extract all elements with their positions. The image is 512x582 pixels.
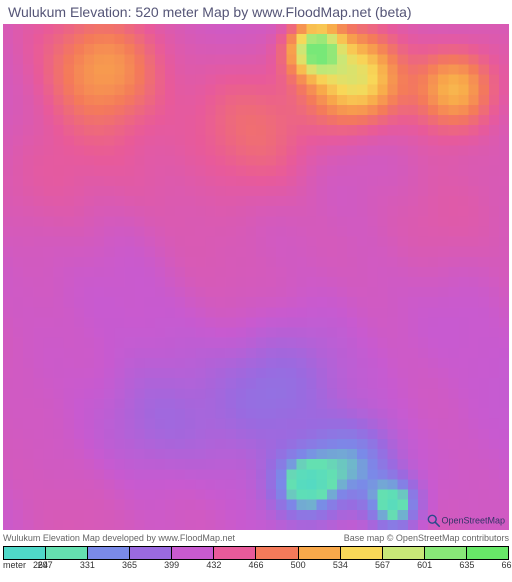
legend-segment xyxy=(256,547,298,559)
heatmap-canvas xyxy=(3,24,509,530)
legend-tick: 601 xyxy=(417,560,432,570)
legend-tick: 297 xyxy=(38,560,53,570)
legend-tick: 669 xyxy=(501,560,512,570)
legend-tick: 432 xyxy=(206,560,221,570)
legend-labels: meter 2642973313653994324665005345676016… xyxy=(3,560,509,572)
magnifier-icon xyxy=(427,514,441,528)
legend-segment xyxy=(341,547,383,559)
legend-tick: 466 xyxy=(248,560,263,570)
legend-tick: 567 xyxy=(375,560,390,570)
legend-tick: 635 xyxy=(459,560,474,570)
legend-tick: 399 xyxy=(164,560,179,570)
legend-colorbar xyxy=(3,546,509,560)
legend-segment xyxy=(130,547,172,559)
legend-tick: 500 xyxy=(291,560,306,570)
basemap-credit: Base map © OpenStreetMap contributors xyxy=(344,533,509,543)
elevation-map-container: Wulukum Elevation: 520 meter Map by www.… xyxy=(0,0,512,576)
legend-segment xyxy=(46,547,88,559)
legend-segment xyxy=(214,547,256,559)
legend-segment xyxy=(299,547,341,559)
legend-tick: 534 xyxy=(333,560,348,570)
color-legend: meter 2642973313653994324665005345676016… xyxy=(3,546,509,574)
legend-tick: 331 xyxy=(80,560,95,570)
elevation-heatmap: OpenStreetMap xyxy=(3,24,509,530)
legend-segment xyxy=(383,547,425,559)
attribution-text: OpenStreetMap xyxy=(441,515,505,525)
legend-tick: 365 xyxy=(122,560,137,570)
legend-segment xyxy=(467,547,508,559)
legend-segment xyxy=(4,547,46,559)
footer: Wulukum Elevation Map developed by www.F… xyxy=(3,532,509,576)
legend-segment xyxy=(425,547,467,559)
map-attribution: OpenStreetMap xyxy=(427,514,505,528)
page-title: Wulukum Elevation: 520 meter Map by www.… xyxy=(0,0,512,24)
legend-unit: meter xyxy=(3,560,26,570)
legend-segment xyxy=(88,547,130,559)
legend-segment xyxy=(172,547,214,559)
